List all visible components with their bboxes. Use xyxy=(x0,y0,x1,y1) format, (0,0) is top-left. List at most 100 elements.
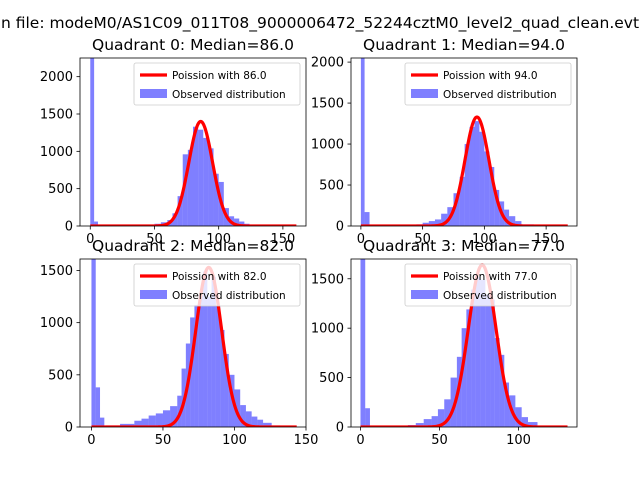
quadrant-3-hist-bar-3 xyxy=(415,423,424,427)
quadrant-1-ytick-label-3: 1500 xyxy=(311,97,344,112)
quadrant-2-hist-bar-1 xyxy=(95,387,101,427)
quadrant-3-hist-bar-16 xyxy=(490,299,495,427)
quadrant-1-hist-bar-9 xyxy=(453,193,460,226)
quadrant-1-title: Quadrant 1: Median=94.0 xyxy=(363,36,565,54)
quadrant-0-hist-bar-12 xyxy=(193,126,199,226)
quadrant-0-hist-bar-16 xyxy=(213,173,219,226)
quadrant-0-hist-bar-13 xyxy=(198,129,204,226)
quadrant-3-xtick-label-1: 50 xyxy=(431,433,448,448)
quadrant-3-hist-bar-22 xyxy=(521,417,529,427)
quadrant-3-hist-bar-17 xyxy=(494,338,500,427)
quadrant-2-hist-bar-9 xyxy=(162,410,171,427)
quadrant-2-hist-bar-7 xyxy=(148,415,156,427)
quadrant-0-legend-label-observed: Observed distribution xyxy=(172,89,286,101)
quadrant-0-hist-bar-1 xyxy=(94,221,98,226)
quadrant-2-xtick-label-1: 50 xyxy=(155,433,172,448)
quadrant-1-hist-bar-1 xyxy=(364,212,370,226)
quadrant-1-legend-label-observed: Observed distribution xyxy=(443,89,557,101)
quadrant-3-hist-bar-11 xyxy=(466,309,472,427)
quadrant-2-axes-frame xyxy=(79,258,307,428)
quadrant-2-title: Quadrant 2: Median=82.0 xyxy=(92,237,294,255)
quadrant-0-title: Quadrant 0: Median=86.0 xyxy=(92,36,294,54)
quadrant-1-hist-bar-19 xyxy=(504,209,510,226)
quadrant-0-hist-bar-20 xyxy=(234,218,240,226)
quadrant-1-xtick-label-1: 50 xyxy=(414,232,431,247)
quadrant-3-legend: Poission with 77.0 Observed distribution xyxy=(404,263,572,307)
quadrant-1-xtick-label-3: 150 xyxy=(534,232,559,247)
quadrant-2-hist-bar-6 xyxy=(141,418,149,427)
quadrant-1-hist-bar-11 xyxy=(464,144,470,226)
quadrant-1-hist-bar-10 xyxy=(459,176,465,226)
quadrant-0-hist-bar-21 xyxy=(239,221,245,226)
quadrant-2-ytick-label-3: 1500 xyxy=(40,264,73,279)
quadrant-2-legend: Poission with 82.0 Observed distribution xyxy=(133,263,301,307)
quadrant-0-ytick-label-2: 1000 xyxy=(40,145,73,160)
quadrant-1-plot-area xyxy=(359,58,569,226)
quadrant-2-hist-bar-16 xyxy=(198,295,204,427)
quadrant-0-ytick-label-0: 0 xyxy=(65,220,73,235)
quadrant-2-hist-bar-5 xyxy=(134,420,142,427)
quadrant-3-hist-bar-12 xyxy=(471,289,476,427)
quadrant-3-hist-bar-15 xyxy=(485,294,491,427)
quadrant-0-xtick-label-0: 0 xyxy=(86,232,94,247)
quadrant-0-axes-frame xyxy=(79,57,307,227)
quadrant-2-hist-bar-8 xyxy=(155,413,163,427)
quadrant-3-hist-bar-0 xyxy=(360,259,366,427)
quadrant-0-ytick-label-4: 2000 xyxy=(40,70,73,85)
quadrant-3-xtick-label-2: 100 xyxy=(506,433,531,448)
quadrant-0-legend-label-poisson: Poission with 86.0 xyxy=(172,70,267,82)
quadrant-1-hist-bar-0 xyxy=(360,58,365,226)
quadrant-1-hist-bar-7 xyxy=(441,213,448,226)
quadrant-1-ytick-label-1: 500 xyxy=(319,179,344,194)
quadrant-2-hist-bar-27 xyxy=(251,416,258,427)
quadrant-2-xtick-label-3: 150 xyxy=(294,433,319,448)
quadrant-0-hist-bar-10 xyxy=(182,154,188,226)
quadrant-0-hist-bar-8 xyxy=(172,213,178,226)
quadrant-1-legend-label-poisson: Poission with 94.0 xyxy=(443,70,538,82)
quadrant-0-hist-bar-15 xyxy=(208,148,214,226)
quadrant-2-hist-bar-24 xyxy=(234,389,241,427)
quadrant-0-legend-box xyxy=(133,62,301,106)
figure-suptitle: n file: modeM0/AS1C09_011T08_9000006472_… xyxy=(1,14,639,33)
quadrant-2-hist-bar-20 xyxy=(215,305,221,427)
quadrant-0-legend: Poission with 86.0 Observed distribution xyxy=(133,62,301,106)
quadrant-3-hist-bar-21 xyxy=(515,407,522,427)
quadrant-1-ytick-label-4: 2000 xyxy=(311,56,344,71)
quadrant-3-hist-bar-19 xyxy=(504,382,510,427)
quadrant-2-xtick-label-2: 100 xyxy=(222,433,247,448)
quadrant-2-hist-bar-14 xyxy=(190,317,195,427)
quadrant-1-legend-box xyxy=(404,62,572,106)
quadrant-3-ytick-label-2: 1000 xyxy=(311,322,344,337)
quadrant-2-hist-bar-21 xyxy=(220,329,225,427)
quadrant-1-hist-bar-12 xyxy=(469,126,475,226)
quadrant-1-hist-bar-5 xyxy=(428,221,435,226)
quadrant-2-hist-bar-29 xyxy=(263,422,272,427)
quadrant-0-ytick-label-3: 1500 xyxy=(40,108,73,123)
quadrant-1-hist-bar-21 xyxy=(515,221,522,226)
quadrant-0-plot-area xyxy=(89,58,298,226)
quadrant-1-legend: Poission with 94.0 Observed distribution xyxy=(404,62,572,106)
quadrant-3-xtick-label-0: 0 xyxy=(356,433,364,448)
quadrant-2-hist-bar-25 xyxy=(240,405,246,427)
quadrant-2-xtick-label-0: 0 xyxy=(87,433,95,448)
quadrant-3-hist-bar-14 xyxy=(480,279,486,427)
quadrant-3-hist-bar-23 xyxy=(528,422,538,427)
quadrant-2-hist-bar-18 xyxy=(207,296,212,427)
quadrant-0-hist-bar-9 xyxy=(177,196,183,226)
quadrant-1-hist-bar-16 xyxy=(489,166,495,226)
quadrant-1-legend-bar-swatch xyxy=(411,89,438,98)
quadrant-3-hist-bar-4 xyxy=(423,419,432,427)
quadrant-0-hist-bar-0 xyxy=(90,58,95,226)
quadrant-0-xtick-label-3: 150 xyxy=(270,232,295,247)
quadrant-3-ytick-label-1: 500 xyxy=(319,371,344,386)
quadrant-3-hist-bar-10 xyxy=(461,328,467,427)
quadrant-2-ytick-label-2: 1000 xyxy=(40,316,73,331)
quadrant-2-hist-bar-22 xyxy=(224,353,229,427)
quadrant-3-hist-bar-18 xyxy=(499,354,505,427)
quadrant-3-ytick-label-0: 0 xyxy=(336,421,344,436)
